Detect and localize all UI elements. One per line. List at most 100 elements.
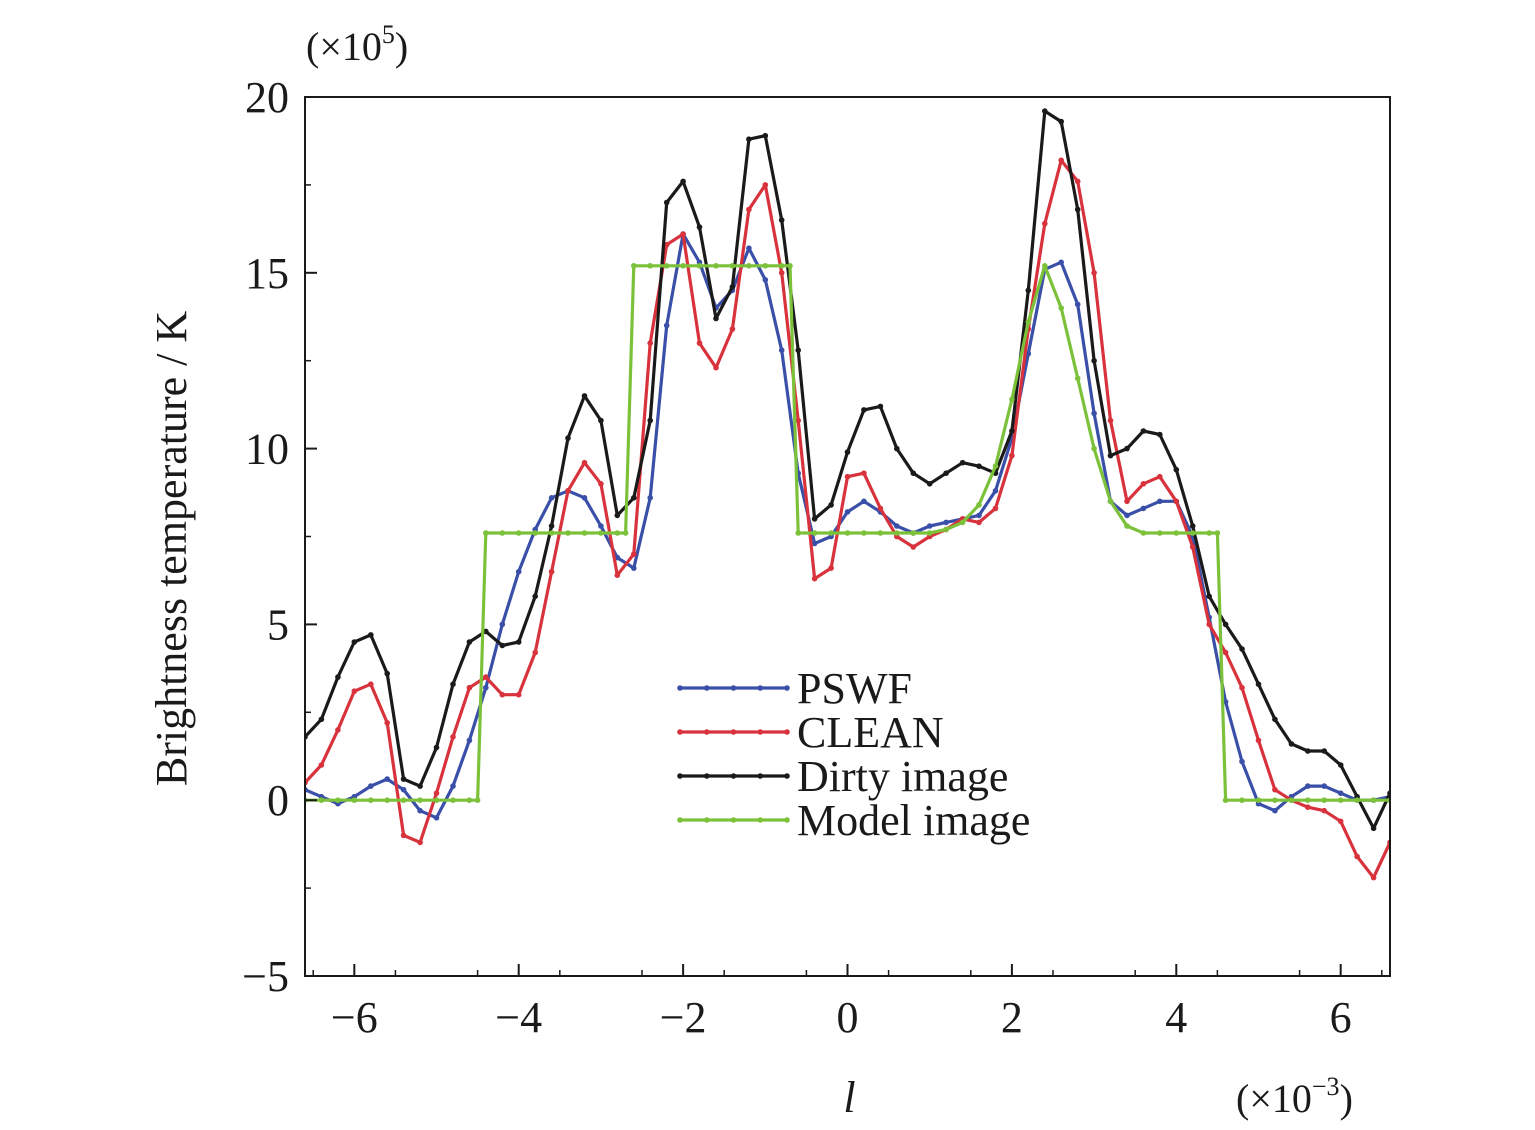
data-point — [1214, 530, 1221, 536]
data-point — [1074, 301, 1081, 308]
data-point — [1272, 797, 1278, 803]
x-tick-label: −6 — [331, 993, 378, 1042]
data-point — [532, 530, 538, 536]
data-point — [1091, 445, 1097, 452]
data-point — [844, 509, 851, 515]
data-point — [1255, 797, 1262, 803]
data-point — [581, 393, 588, 399]
data-point — [548, 523, 555, 529]
data-point — [318, 762, 325, 768]
data-point — [1239, 797, 1245, 803]
legend-marker — [757, 729, 764, 735]
data-point — [400, 786, 407, 793]
data-point — [631, 551, 637, 557]
data-point — [894, 445, 900, 452]
data-point — [861, 407, 867, 413]
x-axis-label: l — [843, 1073, 855, 1122]
data-point — [1173, 530, 1180, 536]
data-point — [565, 435, 571, 441]
data-point — [335, 674, 341, 680]
data-point — [1058, 157, 1064, 164]
data-point — [1321, 797, 1327, 803]
data-point — [746, 245, 752, 251]
data-point — [515, 568, 522, 575]
legend-item-dirty-image: Dirty image — [677, 752, 1008, 801]
data-point — [598, 523, 604, 529]
data-point — [1239, 646, 1245, 652]
data-point — [499, 691, 506, 698]
data-point — [515, 691, 522, 698]
data-point — [1074, 375, 1081, 382]
data-point — [762, 277, 769, 283]
data-point — [384, 797, 391, 803]
data-point — [877, 505, 884, 512]
data-point — [795, 417, 801, 424]
data-point — [1058, 305, 1064, 311]
data-point — [1173, 498, 1180, 505]
data-point — [1124, 512, 1130, 519]
data-point — [861, 498, 867, 505]
data-point — [844, 449, 851, 455]
data-point — [466, 684, 473, 691]
data-point — [499, 642, 506, 649]
y-tick-label: 10 — [245, 425, 289, 474]
data-point — [943, 519, 949, 526]
data-point — [1370, 874, 1377, 881]
data-point — [1370, 825, 1377, 832]
data-point — [548, 568, 555, 575]
data-point — [598, 417, 604, 424]
data-point — [894, 530, 900, 536]
data-point — [746, 263, 752, 269]
data-point — [1025, 287, 1032, 294]
data-point — [1321, 748, 1327, 754]
data-point — [417, 797, 423, 803]
data-point — [1239, 758, 1245, 765]
data-point — [910, 530, 917, 536]
data-point — [795, 347, 801, 354]
data-point — [565, 488, 571, 494]
y-tick-label: 20 — [245, 73, 289, 122]
data-point — [696, 340, 703, 346]
data-point — [976, 463, 982, 470]
data-point — [368, 783, 374, 789]
data-point — [729, 284, 736, 290]
data-point — [680, 231, 686, 237]
data-point — [400, 832, 407, 839]
data-point — [910, 544, 917, 550]
legend-marker — [784, 773, 790, 779]
legend-marker — [703, 773, 710, 779]
data-point — [647, 495, 653, 501]
data-point — [1305, 748, 1311, 754]
data-point — [1009, 452, 1015, 459]
data-point — [631, 263, 637, 269]
data-point — [335, 797, 341, 803]
data-point — [828, 502, 834, 508]
legend-marker — [677, 685, 683, 691]
data-point — [1305, 804, 1311, 810]
data-point — [811, 540, 818, 547]
data-point — [417, 783, 423, 789]
data-point — [532, 593, 538, 600]
data-point — [1206, 593, 1212, 600]
data-point — [1157, 498, 1163, 505]
data-point — [828, 530, 834, 536]
data-point — [483, 684, 489, 691]
y-tick-label: −5 — [242, 952, 289, 1001]
data-point — [351, 639, 358, 645]
data-point — [647, 263, 653, 269]
data-point — [696, 224, 703, 230]
data-point — [384, 776, 391, 782]
data-point — [417, 807, 423, 814]
data-point — [1337, 797, 1344, 803]
legend-marker — [703, 817, 710, 823]
legend-item-model-image: Model image — [677, 796, 1030, 845]
x-axis-multiplier: (×10−3) — [1236, 1072, 1353, 1121]
data-point — [1124, 445, 1130, 452]
data-point — [351, 797, 358, 803]
data-point — [1091, 357, 1097, 364]
data-point — [1009, 428, 1015, 434]
data-point — [450, 681, 456, 687]
data-point — [400, 797, 407, 803]
data-point — [335, 727, 341, 733]
data-point — [778, 270, 785, 276]
